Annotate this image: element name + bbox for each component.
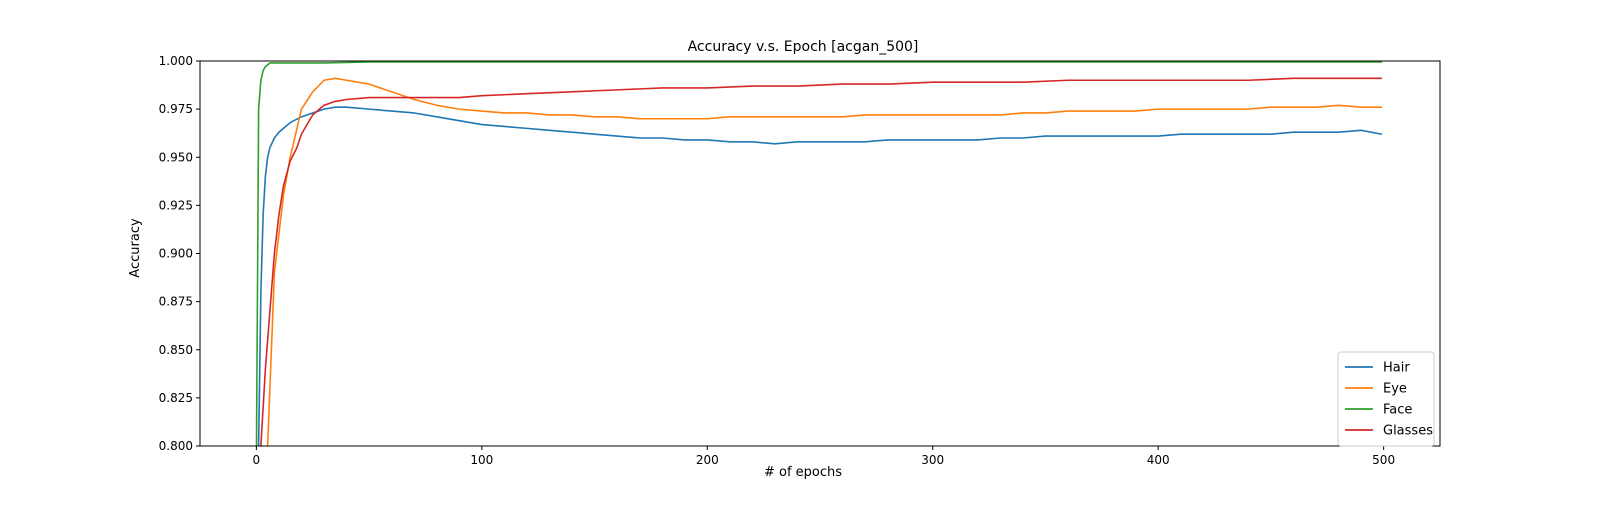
x-tick-label: 0 [253, 453, 261, 467]
legend: Hair Eye Face Glasses [1337, 351, 1435, 447]
series-line-hair [257, 106, 1383, 446]
legend-box [1337, 351, 1435, 447]
x-axis-label: # of epochs [764, 465, 842, 480]
x-tick-label: 300 [921, 453, 944, 467]
y-tick-label: 0.925 [159, 198, 193, 212]
series-line-glasses [260, 77, 1383, 446]
x-tick-label: 500 [1372, 453, 1395, 467]
chart-title: Accuracy v.s. Epoch [acgan_500] [688, 39, 919, 55]
y-tick-label: 0.900 [159, 247, 193, 261]
legend-label-eye: Eye [1383, 382, 1407, 397]
x-tick-label: 400 [1147, 453, 1170, 467]
y-tick-label: 1.000 [159, 54, 193, 68]
axes-frame [199, 60, 1441, 447]
y-tick-label: 0.825 [159, 391, 193, 405]
y-tick-label: 0.975 [159, 102, 193, 116]
y-tick-label: 0.800 [159, 439, 193, 453]
plot-area: 0 100 200 300 400 500 0.800 0.825 0.850 0.875 0.90… [159, 54, 1441, 467]
x-tick-label: 200 [696, 453, 719, 467]
series-line-face [255, 61, 1383, 446]
y-tick-label: 0.950 [159, 150, 193, 164]
legend-label-hair: Hair [1383, 361, 1410, 376]
y-tick-label: 0.875 [159, 295, 193, 309]
series-line-eye [266, 77, 1383, 446]
x-tick-label: 100 [470, 453, 493, 467]
legend-label-glasses: Glasses [1383, 424, 1433, 439]
legend-label-face: Face [1383, 403, 1412, 418]
y-tick-label: 0.850 [159, 343, 193, 357]
y-axis-label: Accuracy [128, 218, 143, 278]
